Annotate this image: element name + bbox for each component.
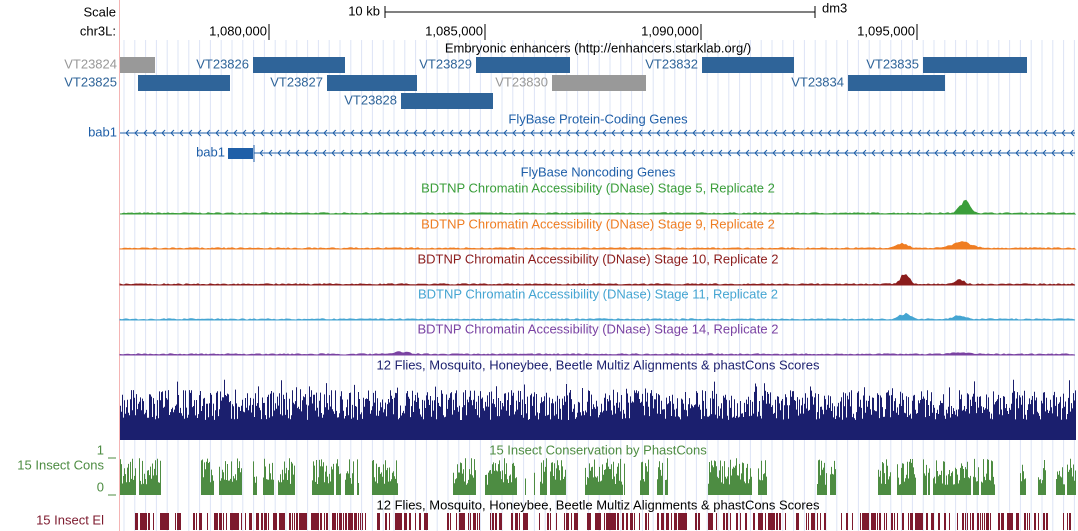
position-label: 1,080,000 xyxy=(209,23,267,38)
position-label: 1,085,000 xyxy=(425,23,483,38)
enhancer-label: VT23826 xyxy=(196,56,249,71)
position-label: 1,095,000 xyxy=(857,23,915,38)
enhancer-label: VT23829 xyxy=(419,56,472,71)
enhancer-label: VT23828 xyxy=(344,92,397,107)
assembly: dm3 xyxy=(822,0,847,15)
track-title: BDTNP Chromatin Accessibility (DNase) St… xyxy=(418,286,778,301)
phastcons-bars xyxy=(120,458,1076,495)
multiz-bars xyxy=(120,379,1076,440)
enhancer-label: VT23830 xyxy=(495,74,548,89)
dnase-signal xyxy=(119,312,1076,321)
enhancer xyxy=(702,57,794,73)
track-title: Embryonic enhancers (http://enhancers.st… xyxy=(445,40,751,55)
element-bars xyxy=(135,513,1071,530)
track-title: FlyBase Noncoding Genes xyxy=(521,164,676,179)
track-title: BDTNP Chromatin Accessibility (DNase) St… xyxy=(417,251,778,266)
position-label: 1,090,000 xyxy=(641,23,699,38)
gene-arrows xyxy=(125,129,1075,137)
enhancer-label: VT23825 xyxy=(64,74,117,89)
track-title: 15 Insect Conservation by PhastCons xyxy=(489,442,707,457)
dnase-signal xyxy=(119,241,1077,250)
enhancer xyxy=(848,75,945,91)
dnase-signal xyxy=(119,351,1076,356)
dnase-signal xyxy=(119,274,1076,286)
enhancer-label: VT23824 xyxy=(64,56,117,71)
track-title: 12 Flies, Mosquito, Honeybee, Beetle Mul… xyxy=(377,497,820,512)
enhancer xyxy=(923,57,1027,73)
gene-label: bab1 xyxy=(196,144,225,159)
scale-label: Scale xyxy=(83,4,116,19)
enhancer xyxy=(138,75,230,91)
track-left-label: 15 Insect El xyxy=(36,512,104,527)
track-title: 12 Flies, Mosquito, Honeybee, Beetle Mul… xyxy=(377,357,820,372)
scale-size: 10 kb xyxy=(348,3,380,18)
enhancer-label: VT23827 xyxy=(270,74,323,89)
enhancer xyxy=(552,75,646,91)
enhancer xyxy=(253,57,345,73)
track-title: FlyBase Protein-Coding Genes xyxy=(508,111,688,126)
enhancer xyxy=(120,57,155,73)
enhancer-label: VT23835 xyxy=(866,56,919,71)
gene-left-label: bab1 xyxy=(88,124,117,139)
chrom: chr3L: xyxy=(80,23,116,38)
track-title: BDTNP Chromatin Accessibility (DNase) St… xyxy=(421,216,775,231)
enhancer xyxy=(401,93,493,109)
enhancer-label: VT23832 xyxy=(645,56,698,71)
gene-arrows xyxy=(259,149,1074,157)
track-title: BDTNP Chromatin Accessibility (DNase) St… xyxy=(417,321,778,336)
dnase-signal xyxy=(119,199,1077,215)
axis-min: 0 xyxy=(97,479,104,494)
enhancer xyxy=(476,57,570,73)
track-left-label: 15 Insect Cons xyxy=(17,457,104,472)
track-title: BDTNP Chromatin Accessibility (DNase) St… xyxy=(421,180,775,195)
gene-exon xyxy=(228,148,253,159)
enhancer-label: VT23834 xyxy=(791,74,844,89)
enhancer xyxy=(327,75,417,91)
axis-max: 1 xyxy=(97,442,104,457)
